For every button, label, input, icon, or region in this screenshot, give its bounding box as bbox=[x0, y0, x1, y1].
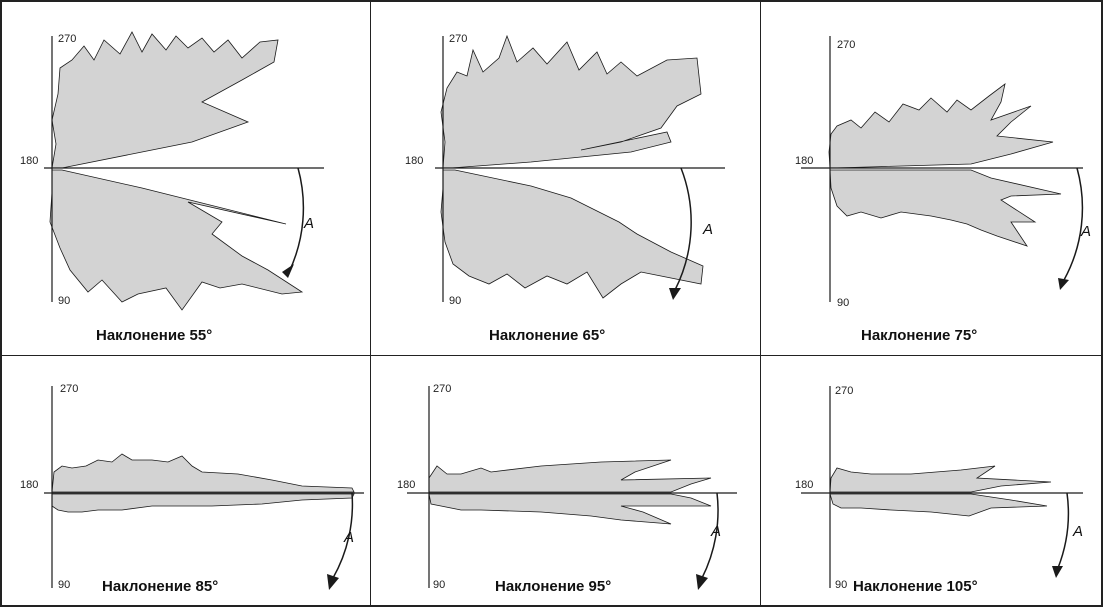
direction-arrowhead bbox=[696, 574, 708, 590]
direction-arrowhead bbox=[1058, 278, 1069, 290]
panel-65: 270 180 90 A Наклонение 65° bbox=[371, 2, 761, 356]
direction-arrowhead bbox=[1052, 566, 1063, 578]
arrow-label-a: A bbox=[303, 215, 314, 232]
panel-caption: Наклонение 55° bbox=[96, 327, 213, 344]
polar-plot-95: 270 180 90 A bbox=[397, 383, 737, 591]
tick-label-180: 180 bbox=[795, 479, 813, 491]
pattern-lobe-lower bbox=[829, 493, 1048, 517]
pattern-lobe-upper bbox=[428, 459, 712, 493]
direction-arrowhead bbox=[669, 288, 681, 300]
tick-label-270: 270 bbox=[837, 39, 855, 51]
arrow-label-a: A bbox=[702, 221, 713, 238]
panel-55: 270 180 90 A Наклонение 55° bbox=[2, 2, 371, 356]
pattern-lobe-upper bbox=[440, 34, 702, 169]
panel-95: 270 180 90 A Наклонение 95° bbox=[371, 356, 761, 605]
tick-label-180: 180 bbox=[795, 155, 813, 167]
tick-label-90: 90 bbox=[449, 295, 461, 307]
polar-plot-85: 270 180 90 A bbox=[20, 383, 364, 591]
arrow-label-a: A bbox=[1080, 223, 1091, 240]
pattern-lobe-lower bbox=[428, 493, 712, 525]
pattern-lobe-lower bbox=[829, 169, 1062, 247]
pattern-lobe-lower bbox=[51, 493, 355, 513]
tick-label-270: 270 bbox=[449, 33, 467, 45]
arrow-label-a: A bbox=[710, 523, 721, 540]
panel-caption: Наклонение 85° bbox=[102, 578, 219, 595]
tick-label-270: 270 bbox=[58, 33, 76, 45]
polar-plot-55: 270 180 90 A bbox=[20, 31, 324, 311]
tick-label-180: 180 bbox=[397, 479, 415, 491]
panel-caption: Наклонение 75° bbox=[861, 327, 978, 344]
pattern-lobe-lower bbox=[49, 169, 304, 311]
tick-label-90: 90 bbox=[835, 579, 847, 591]
panel-85: 270 180 90 A Наклонение 85° bbox=[2, 356, 371, 605]
tick-label-270: 270 bbox=[433, 383, 451, 395]
pattern-lobe-lower bbox=[440, 169, 704, 299]
tick-label-90: 90 bbox=[837, 297, 849, 309]
pattern-lobe-upper bbox=[51, 31, 279, 169]
tick-label-90: 90 bbox=[58, 295, 70, 307]
arrow-label-a: A bbox=[343, 529, 354, 546]
polar-plot-75: 270 180 90 A bbox=[795, 36, 1091, 309]
tick-label-180: 180 bbox=[20, 155, 38, 167]
direction-arrowhead bbox=[327, 574, 339, 590]
polar-plot-105: 270 180 90 A bbox=[795, 385, 1083, 591]
pattern-lobe-upper bbox=[828, 83, 1054, 169]
panel-105: 270 180 90 A Наклонение 105° bbox=[761, 356, 1101, 605]
tick-label-270: 270 bbox=[60, 383, 78, 395]
panel-caption: Наклонение 95° bbox=[495, 578, 612, 595]
tick-label-270: 270 bbox=[835, 385, 853, 397]
pattern-lobe-upper bbox=[829, 465, 1052, 493]
tick-label-90: 90 bbox=[433, 579, 445, 591]
pattern-lobe-upper bbox=[51, 453, 355, 493]
arrow-label-a: A bbox=[1072, 523, 1083, 540]
tick-label-180: 180 bbox=[405, 155, 423, 167]
polar-plot-65: 270 180 90 A bbox=[405, 33, 725, 307]
direction-arrowhead bbox=[282, 264, 294, 278]
panel-caption: Наклонение 65° bbox=[489, 327, 606, 344]
panel-75: 270 180 90 A Наклонение 75° bbox=[761, 2, 1101, 356]
tick-label-180: 180 bbox=[20, 479, 38, 491]
tick-label-90: 90 bbox=[58, 579, 70, 591]
panel-caption: Наклонение 105° bbox=[853, 578, 978, 595]
